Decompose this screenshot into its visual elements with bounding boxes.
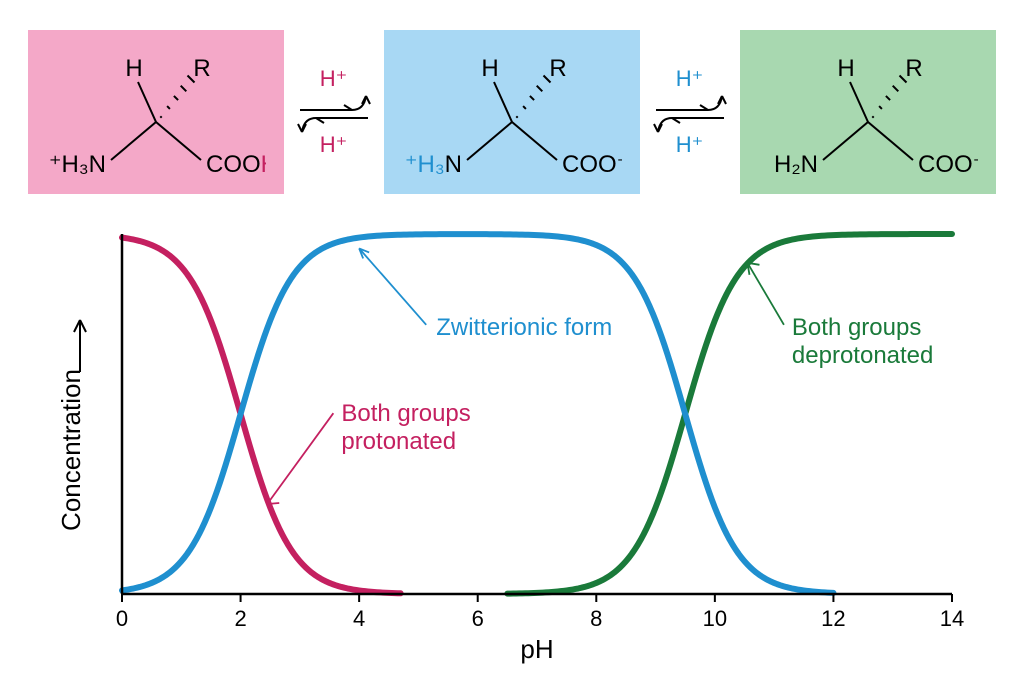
chart-svg: 0 2 4 6 8 10 12 14 pH Concentration Zwitterionic f… bbox=[52, 224, 972, 664]
svg-text:6: 6 bbox=[471, 606, 483, 631]
svg-text:R: R bbox=[193, 55, 210, 82]
molecule-svg-1: H R ⁺H₃N COOH bbox=[46, 40, 266, 180]
hplus-label: H⁺ bbox=[320, 132, 348, 158]
svg-text:2: 2 bbox=[234, 606, 246, 631]
svg-text:R: R bbox=[905, 55, 922, 82]
svg-text:H: H bbox=[125, 55, 142, 82]
svg-text:H: H bbox=[481, 55, 498, 82]
svg-text:Zwitterionic form: Zwitterionic form bbox=[436, 314, 612, 341]
svg-text:0: 0 bbox=[115, 606, 127, 631]
svg-text:⁺H₃N: ⁺H₃N bbox=[404, 151, 461, 178]
svg-text:H: H bbox=[837, 55, 854, 82]
svg-text:COO⁻: COO⁻ bbox=[918, 151, 978, 178]
svg-text:12: 12 bbox=[821, 606, 845, 631]
svg-text:H₂N: H₂N bbox=[774, 151, 818, 178]
structure-zwitterion: H R ⁺H₃N COO⁻ bbox=[384, 30, 640, 194]
structure-protonated: H R ⁺H₃N COOH bbox=[28, 30, 284, 194]
molecule-svg-3: H R H₂N COO⁻ bbox=[758, 40, 978, 180]
molecule-svg-2: H R ⁺H₃N COO⁻ bbox=[402, 40, 622, 180]
svg-text:Concentration: Concentration bbox=[56, 369, 86, 531]
svg-text:COO⁻: COO⁻ bbox=[562, 151, 622, 178]
equilibrium-arrows bbox=[294, 90, 374, 134]
svg-text:protonated: protonated bbox=[341, 428, 456, 455]
svg-text:Both groups: Both groups bbox=[791, 314, 920, 341]
svg-text:8: 8 bbox=[590, 606, 602, 631]
titration-chart: 0 2 4 6 8 10 12 14 pH Concentration Zwitterionic f… bbox=[52, 224, 972, 664]
svg-text:14: 14 bbox=[939, 606, 963, 631]
svg-text:COOH: COOH bbox=[206, 151, 266, 178]
svg-text:pH: pH bbox=[520, 634, 553, 664]
svg-text:⁺H₃N: ⁺H₃N bbox=[48, 151, 105, 178]
svg-text:Both groups: Both groups bbox=[341, 400, 470, 427]
hplus-label: H⁺ bbox=[676, 66, 704, 92]
svg-text:4: 4 bbox=[353, 606, 365, 631]
equilibrium-arrows bbox=[650, 90, 730, 134]
hplus-label: H⁺ bbox=[320, 66, 348, 92]
structure-deprotonated: H R H₂N COO⁻ bbox=[740, 30, 996, 194]
svg-text:R: R bbox=[549, 55, 566, 82]
transition-1: H⁺ H⁺ bbox=[294, 66, 374, 158]
svg-text:10: 10 bbox=[702, 606, 726, 631]
transition-2: H⁺ H⁺ bbox=[650, 66, 730, 158]
svg-text:deprotonated: deprotonated bbox=[791, 342, 932, 369]
hplus-label: H⁺ bbox=[676, 132, 704, 158]
structures-row: H R ⁺H₃N COOH H⁺ H⁺ H R ⁺H₃N COO⁻ H⁺ H⁺ H R H₂N C… bbox=[40, 30, 983, 194]
